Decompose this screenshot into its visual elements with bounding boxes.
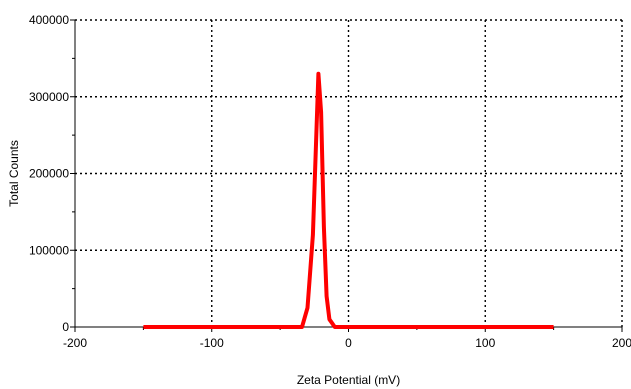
- x-axis-title: Zeta Potential (mV): [297, 373, 400, 387]
- data-series: [143, 71, 554, 329]
- y-tick-label: 200000: [29, 167, 69, 181]
- grid-lines: [75, 19, 623, 327]
- x-tick-label: -100: [200, 336, 224, 350]
- y-tick-label: 400000: [29, 13, 69, 27]
- y-axis-title: Total Counts: [7, 140, 21, 207]
- y-tick-label: 100000: [29, 243, 69, 257]
- y-tick-label: 0: [62, 320, 69, 334]
- x-tick-label: -200: [63, 336, 87, 350]
- y-tick-label: 300000: [29, 90, 69, 104]
- x-tick-label: 100: [475, 336, 495, 350]
- x-tick-label: 0: [345, 336, 352, 350]
- x-tick-label: 200: [612, 336, 631, 350]
- zeta-distribution-line: [143, 71, 554, 329]
- axes: [70, 19, 623, 332]
- tick-labels: 0 100000 200000 300000 400000 -200 -100 0 100 200: [29, 13, 631, 350]
